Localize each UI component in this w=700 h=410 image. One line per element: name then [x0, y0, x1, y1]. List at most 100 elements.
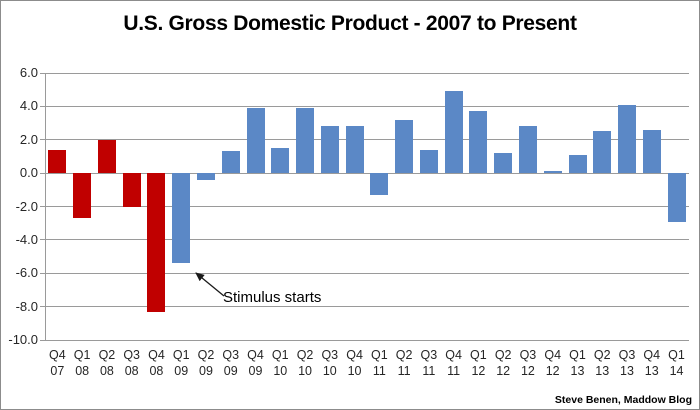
x-tick-year: 12 — [545, 364, 560, 378]
bar-q4-08 — [147, 173, 166, 312]
bar-q1-14 — [667, 173, 686, 222]
x-tick-year: 13 — [570, 364, 585, 378]
x-tick-label-q2-08: Q2 08 — [95, 347, 120, 379]
x-tick-label-q3-13: Q3 13 — [615, 347, 640, 379]
bar-q4-09 — [246, 108, 265, 174]
bar-q3-09 — [221, 151, 240, 174]
x-tick-year: 13 — [644, 364, 659, 378]
y-tick-label: 4.0 — [19, 98, 38, 114]
x-tick-year: 08 — [124, 364, 139, 378]
x-tick-year: 09 — [223, 364, 238, 378]
x-tick-year: 09 — [174, 364, 189, 378]
plot-area — [40, 72, 689, 341]
x-tick-quarter: Q1 — [172, 348, 190, 362]
x-tick-label-q1-08: Q1 08 — [70, 347, 95, 379]
x-tick-label-q1-11: Q1 11 — [367, 347, 392, 379]
x-tick-label-q2-09: Q2 09 — [194, 347, 219, 379]
x-tick-label-q2-10: Q2 10 — [293, 347, 318, 379]
bar-q1-08 — [73, 173, 92, 219]
x-tick-quarter: Q4 — [445, 348, 462, 362]
gridline--6.0 — [45, 272, 689, 274]
y-tick-label: -2.0 — [15, 198, 38, 214]
x-tick-year: 14 — [669, 364, 684, 378]
x-tick-year: 07 — [50, 364, 65, 378]
x-tick-label-q4-09: Q4 09 — [243, 347, 268, 379]
x-tick-label-q4-08: Q4 08 — [144, 347, 169, 379]
bar-q3-11 — [419, 149, 438, 174]
bar-q3-08 — [122, 173, 141, 207]
y-tick-label: 2.0 — [19, 131, 38, 147]
x-tick-year: 13 — [595, 364, 610, 378]
x-tick-label-q4-07: Q4 07 — [45, 347, 70, 379]
bar-q1-11 — [370, 173, 389, 195]
y-axis: 6.0 4.0 2.0 0.0 -2.0 -4.0 -6.0 -8.0 -10.0 — [1, 66, 41, 347]
bar-q3-12 — [519, 126, 537, 174]
bar-q3-10 — [320, 126, 339, 174]
y-tick-mark — [40, 239, 45, 241]
bar-q4-13 — [642, 129, 661, 174]
x-tick-quarter: Q2 — [98, 348, 116, 362]
x-tick-quarter: Q1 — [370, 348, 388, 362]
x-tick-quarter: Q3 — [519, 348, 537, 362]
x-tick-year: 11 — [422, 364, 436, 378]
bar-q4-10 — [345, 126, 364, 174]
y-tick-label: 0.0 — [19, 165, 38, 181]
x-axis: Q4 07 Q1 08 Q2 08 Q3 08 Q4 08 Q1 09 Q2 09 Q3 09 Q4 09 Q1 10… — [45, 347, 689, 379]
gridline-6.0 — [45, 72, 689, 74]
bar-q1-12 — [469, 111, 488, 174]
y-tick-mark — [40, 105, 45, 107]
x-tick-quarter: Q1 — [271, 348, 289, 362]
gridline--8.0 — [45, 306, 689, 308]
x-tick-year: 11 — [372, 364, 386, 378]
bar-q2-10 — [296, 108, 315, 174]
bar-q2-08 — [97, 139, 116, 174]
y-tick-mark — [40, 272, 45, 274]
x-tick-year: 10 — [273, 364, 288, 378]
x-tick-quarter: Q4 — [346, 348, 363, 362]
x-tick-year: 08 — [99, 364, 114, 378]
x-tick-year: 12 — [496, 364, 511, 378]
x-tick-year: 10 — [298, 364, 312, 378]
gridline-0.0 — [45, 172, 689, 174]
x-tick-label-q1-09: Q1 09 — [169, 347, 194, 379]
x-tick-label-q2-13: Q2 13 — [590, 347, 615, 379]
gridline-2.0 — [45, 139, 689, 141]
x-tick-quarter: Q2 — [593, 348, 611, 362]
x-tick-year: 09 — [199, 364, 213, 378]
y-tick-mark — [40, 206, 45, 207]
bar-q1-10 — [271, 148, 290, 174]
x-tick-label-q4-12: Q4 12 — [540, 347, 565, 379]
x-tick-year: 09 — [248, 364, 263, 378]
x-tick-quarter: Q1 — [470, 348, 487, 362]
bar-q4-12 — [543, 171, 562, 174]
bar-q3-13 — [618, 104, 637, 174]
y-tick-label: -6.0 — [15, 265, 38, 281]
x-tick-year: 08 — [149, 364, 164, 378]
x-tick-quarter: Q3 — [618, 348, 636, 362]
y-tick-mark — [40, 172, 45, 174]
x-tick-year: 10 — [322, 364, 337, 378]
x-tick-year: 12 — [471, 364, 486, 378]
x-tick-label-q1-13: Q1 13 — [565, 347, 590, 379]
x-tick-label-q3-08: Q3 08 — [119, 347, 144, 379]
x-tick-year: 12 — [520, 364, 535, 378]
credit-text: Steve Benen, Maddow Blog — [554, 394, 692, 406]
chart-title: U.S. Gross Domestic Product - 2007 to Pr… — [123, 12, 577, 35]
x-tick-label-q2-12: Q2 12 — [491, 347, 516, 379]
y-tick-label: -10.0 — [8, 332, 38, 347]
x-tick-quarter: Q3 — [321, 348, 339, 362]
x-tick-quarter: Q1 — [73, 348, 91, 362]
x-tick-label-q3-10: Q3 10 — [317, 347, 342, 379]
annotation-label: Stimulus starts — [223, 289, 322, 306]
x-tick-quarter: Q3 — [123, 348, 141, 362]
bar-q2-09 — [197, 173, 215, 180]
x-tick-label-q4-13: Q4 13 — [639, 347, 664, 379]
x-tick-quarter: Q1 — [569, 348, 586, 362]
x-tick-year: 10 — [347, 364, 362, 378]
x-tick-label-q3-12: Q3 12 — [516, 347, 541, 379]
y-tick-mark — [40, 339, 45, 341]
x-tick-label-q2-11: Q2 11 — [392, 347, 417, 379]
x-tick-quarter: Q4 — [643, 348, 661, 362]
y-tick-label: -4.0 — [15, 231, 38, 247]
bar-q4-11 — [444, 91, 463, 174]
